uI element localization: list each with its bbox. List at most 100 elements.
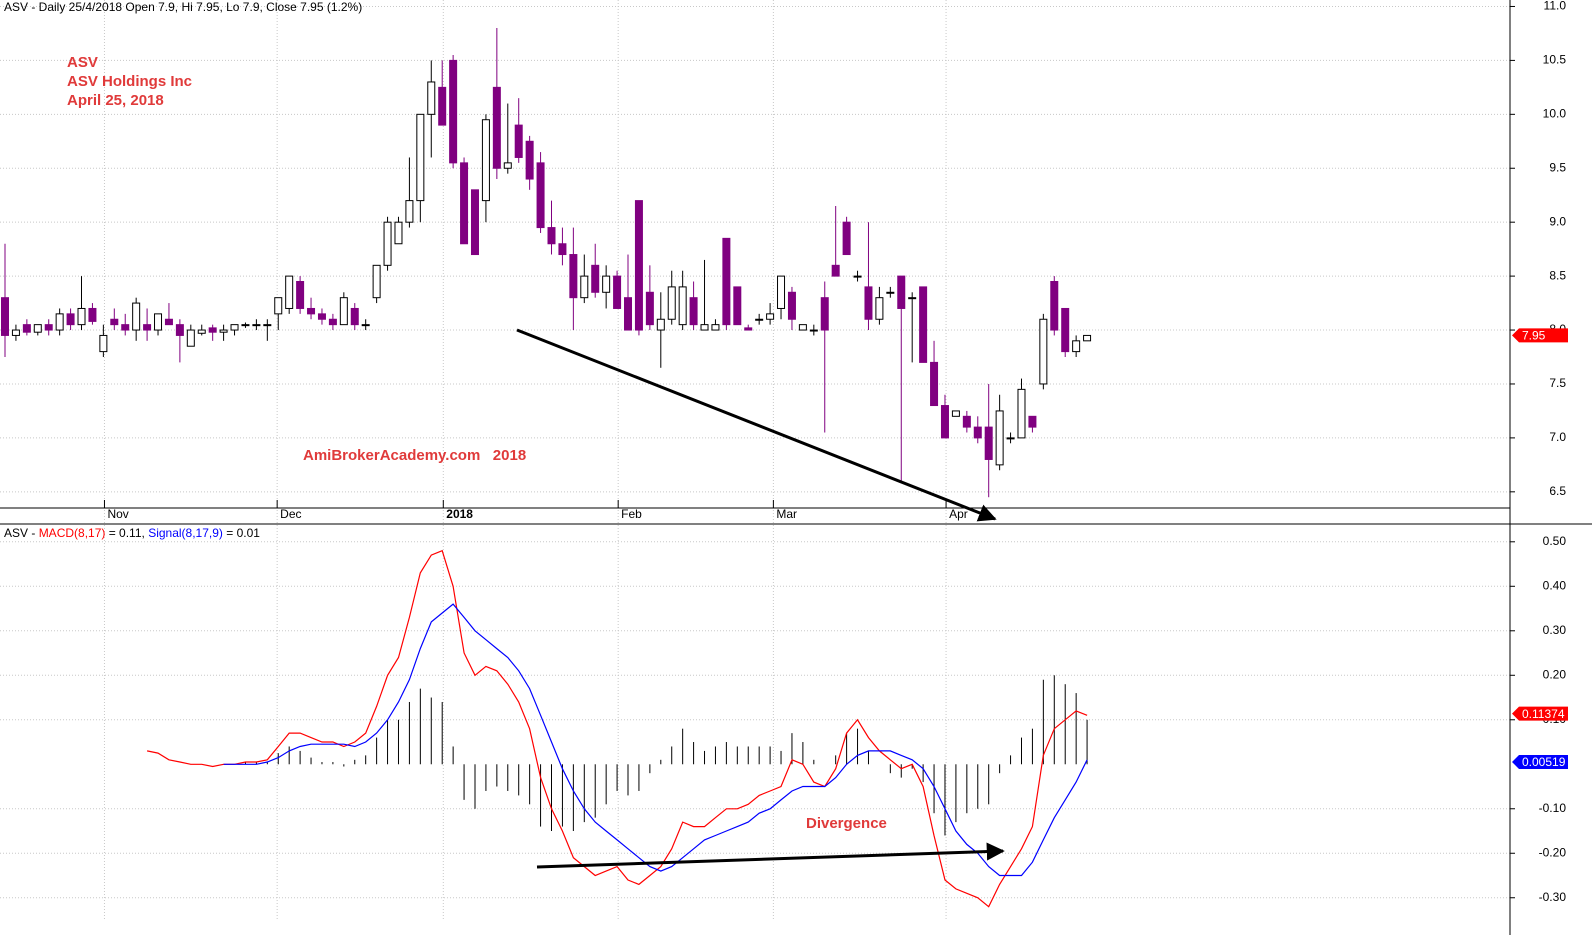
candle-body xyxy=(755,318,764,321)
candle-body xyxy=(143,324,152,331)
candle-body xyxy=(787,291,796,320)
candle-body xyxy=(689,297,698,326)
candle-body xyxy=(416,113,425,202)
candle-body xyxy=(558,243,567,256)
series-line xyxy=(223,603,1088,877)
candle-body xyxy=(252,324,261,327)
candle-body xyxy=(121,324,130,331)
y-tick-label: 0.50 xyxy=(1543,534,1567,548)
candle-body xyxy=(405,200,414,223)
value-badge-label: 0.11374 xyxy=(1522,707,1565,721)
candle-body xyxy=(624,297,633,331)
candle-body xyxy=(438,86,447,126)
candle-body xyxy=(154,313,163,331)
price-badge-label: 7.95 xyxy=(1522,329,1546,343)
candle-body xyxy=(241,324,250,327)
candle-body xyxy=(132,302,141,331)
candle-body xyxy=(77,307,86,326)
candle-body xyxy=(678,286,687,326)
y-tick-label: 0.20 xyxy=(1543,667,1567,681)
candle-body xyxy=(525,140,534,180)
legend-readout: = 0.11, xyxy=(105,526,148,540)
x-tick-label: Dec xyxy=(280,507,301,521)
candle-body xyxy=(186,329,195,347)
y-tick-label: 9.5 xyxy=(1549,160,1566,174)
candle-body xyxy=(820,297,829,331)
y-tick-label: 0.30 xyxy=(1543,623,1567,637)
y-tick-label: -0.30 xyxy=(1539,890,1567,904)
annotation: April 25, 2018 xyxy=(67,92,164,109)
candle-body xyxy=(809,329,818,332)
candle-body xyxy=(1017,388,1026,439)
candle-body xyxy=(285,275,294,309)
annotation: Divergence xyxy=(806,815,887,832)
marks: 6.57.07.58.08.59.09.510.010.511.0NovDec2… xyxy=(1,0,1568,908)
candle-body xyxy=(307,307,316,315)
y-tick-label: 7.5 xyxy=(1549,376,1566,390)
candle-body xyxy=(744,327,753,331)
y-tick-label: 10.5 xyxy=(1543,53,1567,67)
candle-body xyxy=(470,189,479,256)
y-tick-label: 10.0 xyxy=(1543,106,1567,120)
candle-body xyxy=(919,286,928,363)
candle-body xyxy=(667,286,676,320)
candle-body xyxy=(66,313,75,326)
candle-body xyxy=(733,286,742,326)
candle-body xyxy=(831,264,840,277)
trend-arrow xyxy=(536,842,1005,869)
candle-body xyxy=(208,327,217,333)
candle-body xyxy=(372,264,381,299)
macd-legend: ASV - MACD(8,17) = 0.11, Signal(8,17,9) … xyxy=(4,526,260,540)
candle-body xyxy=(591,264,600,293)
candle-body xyxy=(1039,318,1048,385)
candle-body xyxy=(481,119,490,202)
candle-body xyxy=(88,307,97,322)
candle-body xyxy=(656,318,665,331)
series-line xyxy=(146,549,1088,908)
y-tick-label: 0.40 xyxy=(1543,578,1567,592)
candle-body xyxy=(580,275,589,299)
candle-body xyxy=(700,324,709,331)
candle-body xyxy=(766,313,775,320)
candle-body xyxy=(1006,437,1015,440)
candle-body xyxy=(296,281,305,309)
candle-body xyxy=(897,275,906,309)
x-tick-label: Feb xyxy=(621,507,642,521)
candle-body xyxy=(1061,307,1070,353)
candle-body xyxy=(317,313,326,320)
candle-body xyxy=(940,405,949,439)
candle-body xyxy=(864,286,873,320)
candle-body xyxy=(503,162,512,169)
candle-body xyxy=(1,297,9,336)
grid xyxy=(0,0,1510,920)
candle-body xyxy=(11,329,20,336)
candle-body xyxy=(798,324,807,331)
y-tick-label: 8.5 xyxy=(1549,268,1566,282)
candle-body xyxy=(22,324,31,333)
candle-body xyxy=(55,313,64,331)
candle-body xyxy=(536,162,545,229)
value-badge xyxy=(1512,706,1568,721)
legend-entry: MACD(8,17) xyxy=(39,526,106,540)
candle-body xyxy=(569,254,578,299)
y-tick-label: 6.5 xyxy=(1549,484,1566,498)
candle-body xyxy=(361,324,370,327)
candle-body xyxy=(711,324,720,331)
candle-body xyxy=(1050,281,1059,331)
candle-body xyxy=(110,318,119,326)
candle-body xyxy=(33,324,42,333)
candle-body xyxy=(547,227,556,245)
y-tick-label: -0.20 xyxy=(1539,845,1567,859)
legend-readout: = 0.01 xyxy=(223,526,260,540)
candle-body xyxy=(634,200,643,331)
candle-body xyxy=(230,324,239,331)
legend-prefix: ASV - xyxy=(4,526,39,540)
candle-body xyxy=(930,361,939,407)
candle-body xyxy=(99,334,108,353)
candle-body xyxy=(951,410,960,417)
watermark: AmiBrokerAcademy.com 2018 xyxy=(303,447,526,464)
candle-body xyxy=(197,329,206,334)
y-tick-label: 9.0 xyxy=(1549,214,1566,228)
